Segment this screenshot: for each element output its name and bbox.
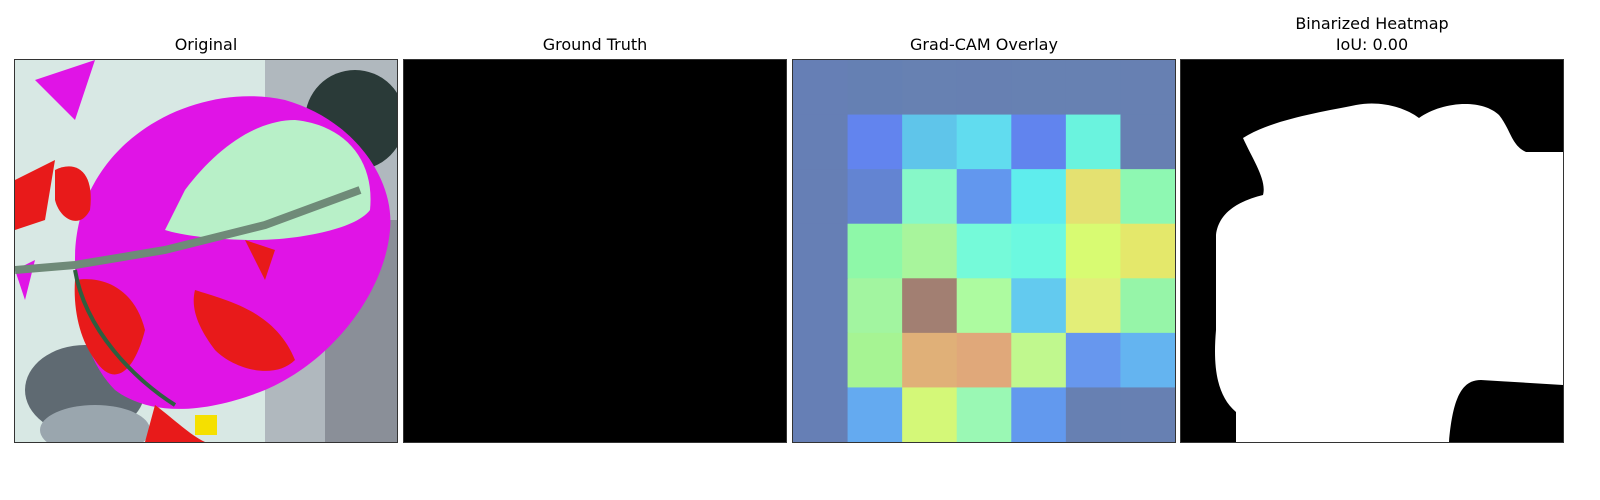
heatmap-cell [793, 223, 849, 279]
heatmap-cell [793, 332, 849, 388]
binarized-heatmap-panel [1180, 59, 1564, 443]
heatmap-cell [1120, 223, 1175, 279]
heatmap-cell [847, 169, 903, 225]
iou-label: IoU: 0.00 [1335, 35, 1409, 54]
binarized-title: Binarized Heatmap IoU: 0.00 [1180, 13, 1564, 55]
heatmap-cell [902, 387, 958, 442]
heatmap-cell [902, 332, 958, 388]
original-image-panel [14, 59, 398, 443]
heatmap-cell [1120, 278, 1175, 334]
heatmap-cell [847, 332, 903, 388]
heatmap-cell [1120, 60, 1175, 116]
heatmap-cell [793, 387, 849, 442]
ground-truth-title: Ground Truth [542, 35, 648, 54]
heatmap-cell [1011, 387, 1067, 442]
heatmap-cell [902, 169, 958, 225]
heatmap-cell [1065, 223, 1121, 279]
heatmap-cell [1065, 332, 1121, 388]
heatmap-cell [793, 278, 849, 334]
heatmap-cell [1120, 332, 1175, 388]
binarized-title-line: Binarized Heatmap [1295, 14, 1449, 33]
heatmap-cell [847, 278, 903, 334]
heatmap-cell [902, 114, 958, 170]
heatmap-cell [1065, 169, 1121, 225]
gradcam-title: Grad-CAM Overlay [910, 35, 1058, 54]
heatmap-cell [1011, 169, 1067, 225]
heatmap-cell [1011, 278, 1067, 334]
heatmap-cell [793, 114, 849, 170]
gradcam-overlay-panel [792, 59, 1176, 443]
ground-truth-panel [403, 59, 787, 443]
heatmap-cell [847, 387, 903, 442]
heatmap-cell [956, 332, 1012, 388]
heatmap-cell [956, 278, 1012, 334]
heatmap-cell [793, 60, 849, 116]
heatmap-cell [847, 60, 903, 116]
heatmap-cell [1065, 278, 1121, 334]
heatmap-cell [847, 114, 903, 170]
heatmap-cell [902, 60, 958, 116]
heatmap-cell [1011, 332, 1067, 388]
original-title: Original [174, 35, 238, 54]
heatmap-cell [956, 223, 1012, 279]
heatmap-cell [1065, 387, 1121, 442]
heatmap-cell [902, 278, 958, 334]
heatmap-cell [956, 387, 1012, 442]
heatmap-cell [956, 169, 1012, 225]
heatmap-cell [1011, 60, 1067, 116]
heatmap-cell [1120, 387, 1175, 442]
binary-mask-image [1181, 60, 1563, 442]
heatmap-cell [902, 223, 958, 279]
heatmap-cell [793, 169, 849, 225]
heatmap-cell [1120, 169, 1175, 225]
gradcam-heatmap [793, 60, 1175, 442]
heatmap-cell [1011, 114, 1067, 170]
leaf-image [15, 60, 397, 442]
heatmap-cell [1065, 60, 1121, 116]
heatmap-cell [847, 223, 903, 279]
heatmap-cell [1011, 223, 1067, 279]
heatmap-cell [1065, 114, 1121, 170]
heatmap-cell [1120, 114, 1175, 170]
ground-truth-mask [404, 60, 786, 442]
heatmap-cell [956, 114, 1012, 170]
heatmap-cell [956, 60, 1012, 116]
